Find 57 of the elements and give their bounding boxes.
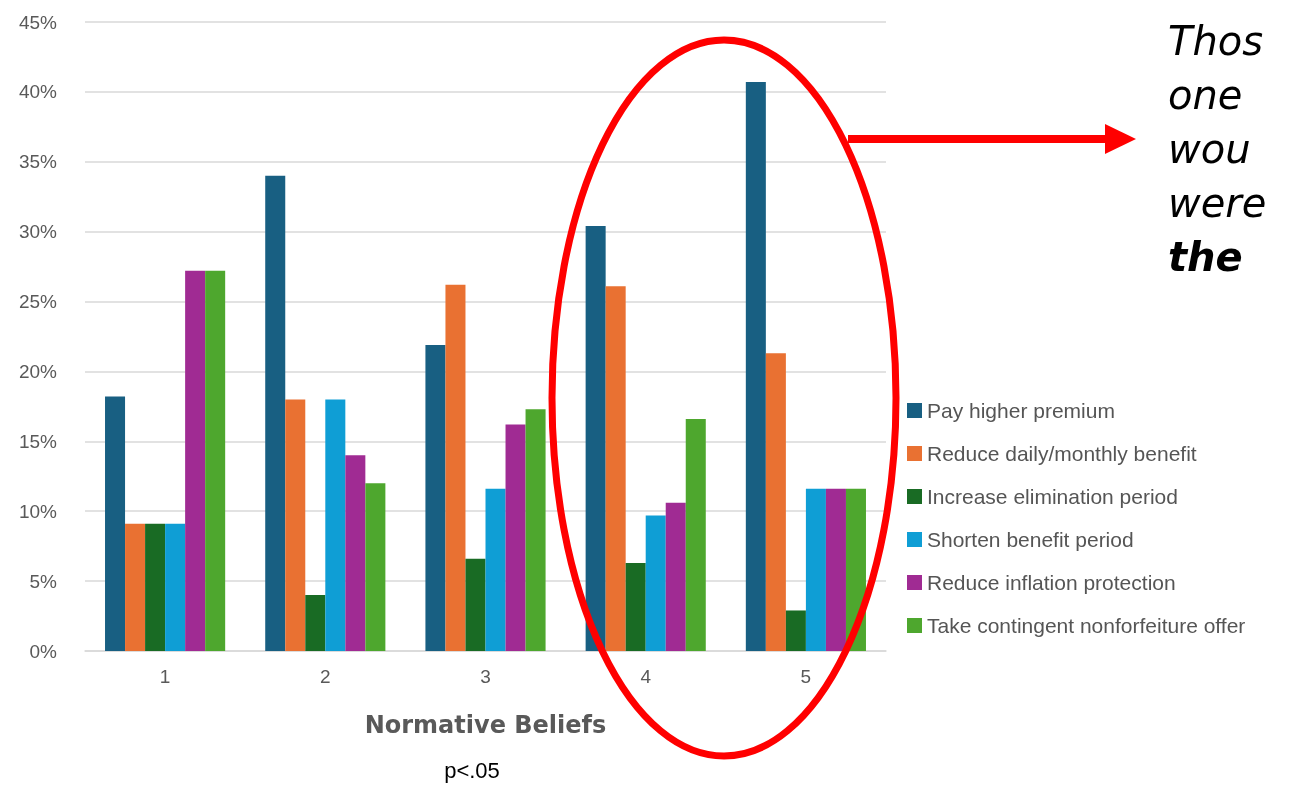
text: p<.05 [444,758,500,784]
y-tick-label: 35% [18,151,58,173]
bar [125,523,146,651]
bar [485,488,506,651]
x-tick-label: 1 [159,666,171,687]
x-tick-label: 2 [320,666,331,687]
text: wou [1168,126,1251,172]
text: were [1168,180,1267,226]
legend-label: Pay higher premium [927,399,1115,422]
bar [825,488,846,651]
y-tick-label: 30% [18,221,58,243]
bar [285,399,306,651]
text: Thos [1168,18,1264,64]
bar [625,562,646,651]
bar [665,502,686,651]
x-tick-label: 5 [800,666,812,687]
y-tick-label: 25% [18,291,58,313]
bar [185,270,206,651]
text: one [1168,72,1243,118]
bar [685,418,706,651]
bar [745,82,766,651]
y-tick-label: 20% [18,360,58,382]
y-tick-label: 40% [18,81,58,103]
bar [445,284,466,651]
bar [325,399,346,651]
bar [645,515,666,651]
bar [505,424,526,651]
x-tick-label: 4 [640,666,652,687]
bar [165,523,186,651]
text: the [1168,234,1243,280]
y-tick-label: 0% [29,640,58,662]
bar [105,396,126,651]
legend-label: Reduce daily/monthly benefit [927,442,1197,465]
x-axis-title: Normative Beliefs [364,711,607,739]
bar [365,483,386,651]
bar [765,353,786,651]
bar [805,488,826,651]
bar [585,226,606,651]
bar [605,286,626,651]
y-tick-label: 5% [29,570,58,592]
y-tick-label: 10% [18,500,58,522]
legend-label: Reduce inflation protection [927,571,1176,594]
legend-label: Increase elimination period [927,485,1178,508]
bar [265,175,286,651]
bar [525,409,546,651]
y-tick-label: 15% [18,430,58,452]
bar [465,558,486,651]
y-tick-label: 45% [18,11,58,33]
bar [205,270,226,651]
legend-label: Take contingent nonforfeiture offer [927,614,1246,637]
bar [145,523,166,651]
bar [305,595,326,651]
bar [785,610,806,651]
x-tick-label: 3 [480,666,491,687]
legend-label: Shorten benefit period [927,528,1134,551]
bar [345,455,366,651]
bar [425,344,446,651]
